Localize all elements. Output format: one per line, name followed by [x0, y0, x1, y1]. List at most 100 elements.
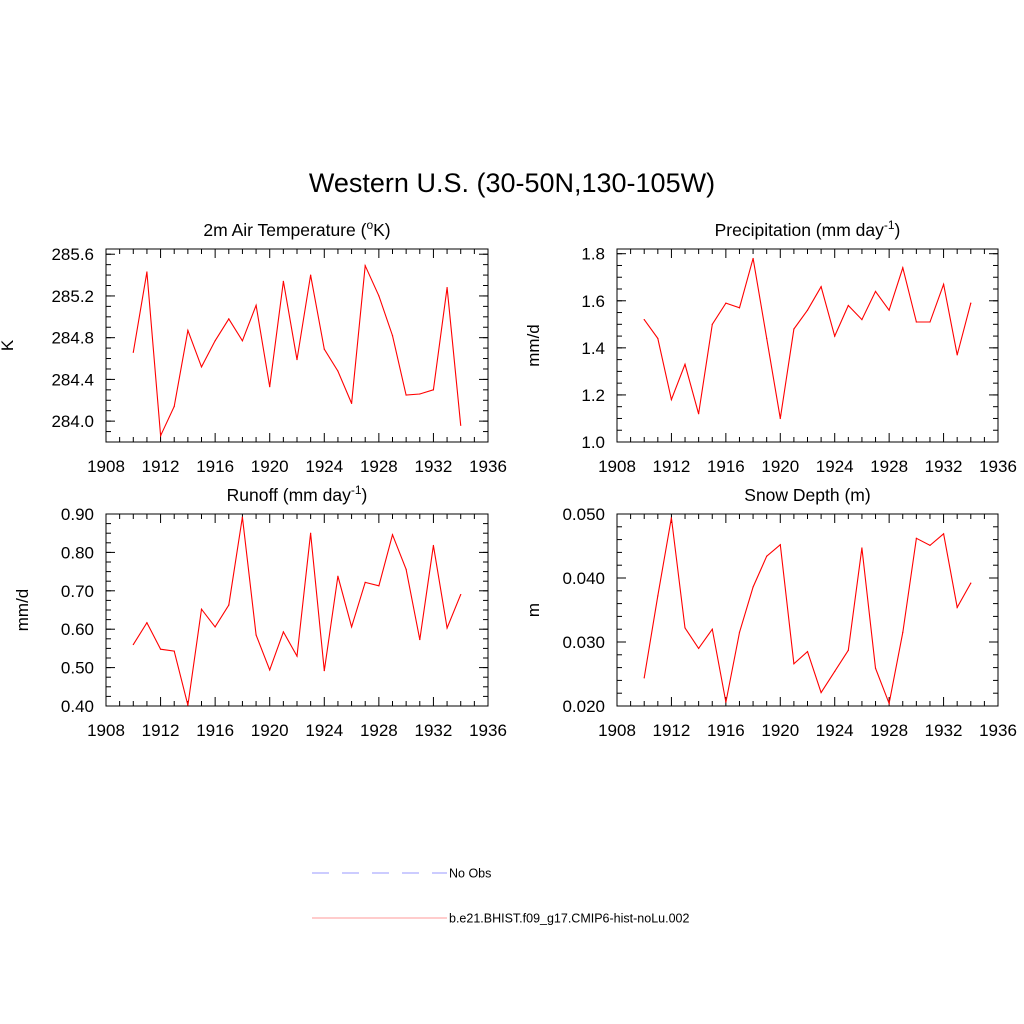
data-point	[446, 627, 448, 629]
data-point	[269, 386, 271, 388]
data-point	[888, 309, 890, 311]
x-tick-label: 1932	[925, 457, 963, 476]
data-point	[874, 667, 877, 669]
data-point	[282, 280, 284, 282]
series-line	[643, 517, 972, 706]
data-point	[391, 334, 394, 337]
legend-label: No Obs	[449, 867, 491, 881]
y-tick-label: 1.8	[581, 245, 605, 264]
data-point	[956, 606, 958, 609]
panel-title-end: K)	[373, 220, 391, 240]
panel-title-main: Runoff (mm day	[227, 485, 351, 505]
data-point	[214, 626, 216, 628]
legend: No Obs b.e21.BHIST.f09_g17.CMIP6-hist-noL…	[312, 867, 689, 926]
data-point	[432, 389, 435, 391]
y-tick-label: 1.0	[581, 433, 605, 452]
x-tick-label: 1936	[979, 457, 1017, 476]
x-tick-label: 1928	[360, 457, 398, 476]
x-tick-label: 1908	[87, 457, 125, 476]
data-point	[460, 424, 462, 426]
data-point	[657, 337, 659, 340]
figure-title: Western U.S. (30-50N,130-105W)	[308, 168, 716, 198]
series-line	[132, 263, 462, 438]
data-point	[725, 302, 727, 304]
y-tick-label: 0.70	[61, 582, 94, 601]
x-tick-label: 1924	[305, 721, 343, 740]
x-tick-label: 1936	[979, 721, 1017, 740]
data-point	[779, 417, 781, 420]
y-tick-label: 284.4	[51, 370, 94, 389]
y-axis-label: mm/d	[13, 589, 32, 632]
y-tick-label: 0.50	[61, 659, 94, 678]
x-tick-label: 1924	[816, 721, 854, 740]
panel-3: Runoff (mm day-1) 1908 1912 1916 1920 1924 192…	[13, 483, 507, 740]
data-point	[970, 302, 972, 304]
data-point	[132, 351, 134, 353]
data-point	[902, 267, 904, 269]
data-point	[146, 271, 148, 273]
data-point	[378, 585, 380, 587]
data-point	[159, 435, 162, 437]
x-tick-label: 1928	[870, 721, 908, 740]
panel-title-end: )	[895, 220, 901, 240]
plot-frame	[105, 248, 489, 443]
plot-frame	[616, 248, 999, 443]
data-point	[766, 555, 768, 557]
panel-1: 2m Air Temperature (oK) 1908 1912 1916 1920 1…	[0, 218, 507, 476]
data-point	[725, 701, 727, 703]
y-tick-label: 0.050	[562, 505, 605, 524]
data-point	[364, 265, 366, 267]
x-tick-label: 1924	[816, 457, 854, 476]
data-point	[779, 544, 781, 546]
data-point	[173, 650, 175, 652]
data-point	[834, 670, 836, 673]
data-point	[337, 575, 339, 577]
y-axis-label: m	[524, 603, 543, 617]
data-point	[173, 405, 175, 408]
x-tick-label: 1912	[142, 721, 180, 740]
y-tick-label: 285.6	[51, 245, 94, 264]
data-point	[915, 537, 917, 539]
data-point	[391, 534, 394, 536]
data-point	[282, 631, 284, 633]
y-tick-label: 1.2	[581, 386, 605, 405]
data-point	[200, 608, 203, 610]
y-tick-label: 0.030	[562, 633, 605, 652]
panel-2: Precipitation (mm day-1) 1908 1912 1916 1920…	[524, 218, 1017, 476]
data-point	[711, 628, 713, 630]
y-tick-label: 0.60	[61, 620, 94, 639]
panel-title: 2m Air Temperature (oK)	[203, 218, 390, 240]
data-point	[929, 321, 931, 323]
data-point	[364, 581, 366, 583]
data-point	[793, 328, 795, 330]
data-point	[296, 358, 298, 361]
x-tick-label: 1912	[653, 721, 691, 740]
data-point	[820, 691, 822, 694]
panel-title: Snow Depth (m)	[744, 485, 870, 505]
panel-title-superscript: -1	[884, 218, 895, 232]
data-point	[132, 643, 134, 646]
x-tick-label: 1936	[469, 721, 507, 740]
series-line	[643, 258, 972, 419]
y-tick-label: 0.90	[61, 505, 94, 524]
data-point	[752, 257, 754, 260]
data-point	[310, 274, 312, 276]
panel-title: Precipitation (mm day-1)	[715, 218, 901, 240]
x-tick-label: 1932	[415, 721, 453, 740]
y-tick-label: 0.040	[562, 569, 605, 588]
data-point	[698, 413, 700, 415]
data-point	[323, 348, 325, 350]
y-tick-label: 285.2	[51, 287, 94, 306]
data-point	[942, 533, 945, 535]
x-tick-label: 1916	[196, 457, 234, 476]
data-point	[405, 394, 407, 396]
data-point	[255, 634, 257, 636]
panel-4: Snow Depth (m) 1908 1912 1916 1920 1924 1928 19…	[524, 485, 1017, 740]
data-point	[146, 622, 148, 624]
panel-title-superscript: o	[366, 218, 373, 232]
data-point	[337, 370, 339, 372]
x-tick-label: 1908	[598, 457, 636, 476]
y-axis-label: mm/d	[524, 324, 543, 367]
data-point	[766, 337, 768, 340]
data-point	[929, 544, 931, 546]
